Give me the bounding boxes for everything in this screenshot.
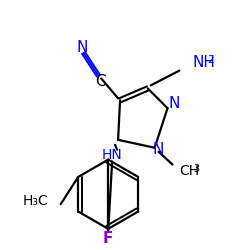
- Text: NH: NH: [192, 55, 215, 70]
- Text: N: N: [169, 96, 180, 111]
- Text: HN: HN: [102, 148, 122, 162]
- Text: 3: 3: [193, 164, 199, 173]
- Text: H₃C: H₃C: [23, 194, 49, 208]
- Text: N: N: [153, 142, 164, 157]
- Text: N: N: [77, 40, 88, 55]
- Text: 2: 2: [207, 55, 214, 65]
- Text: C: C: [95, 74, 106, 89]
- Text: F: F: [103, 231, 114, 246]
- Text: CH: CH: [180, 164, 200, 178]
